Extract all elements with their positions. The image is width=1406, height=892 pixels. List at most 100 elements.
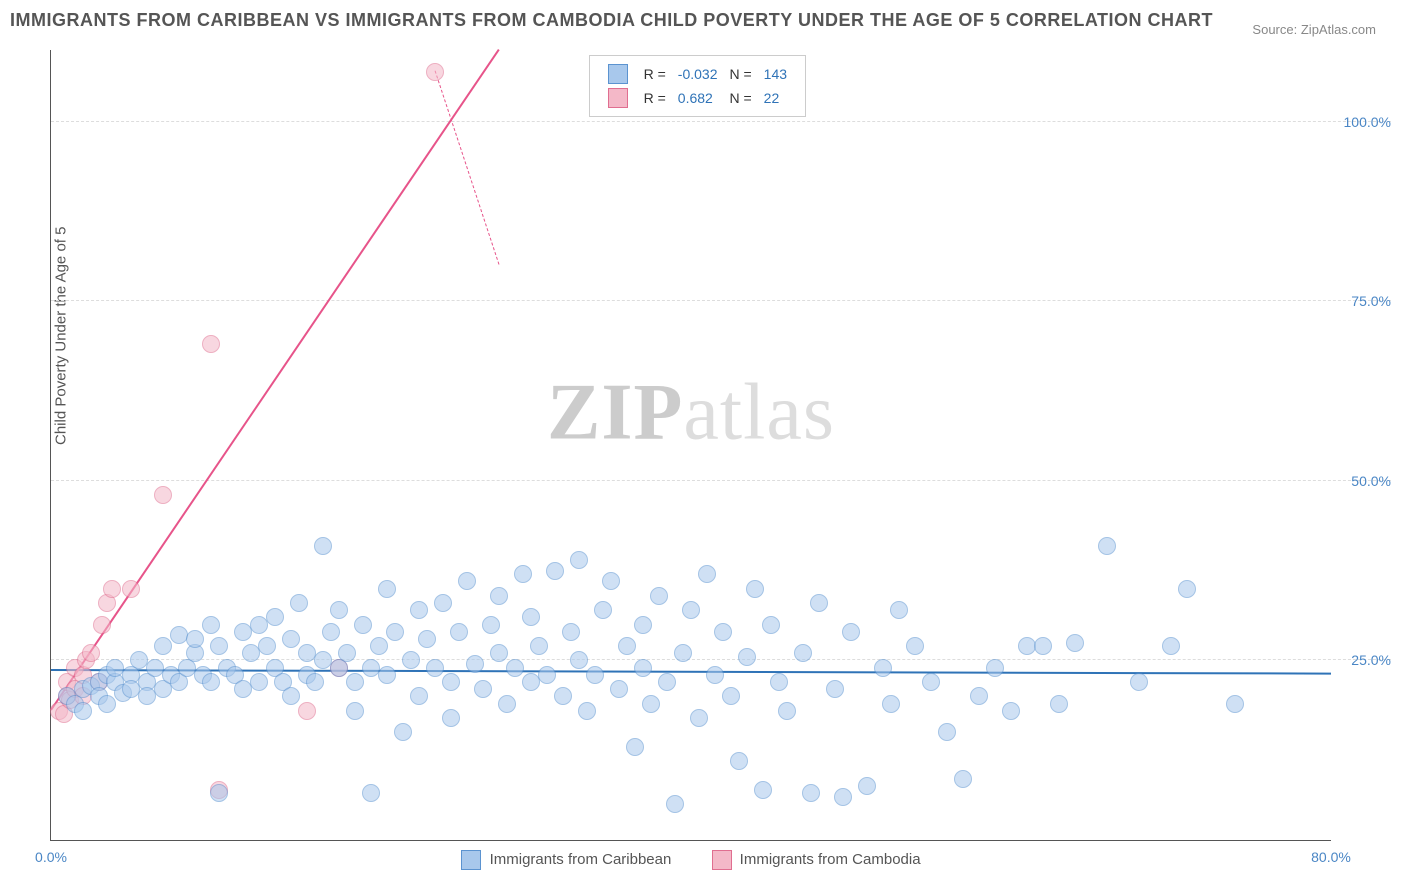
data-point-caribbean bbox=[626, 738, 644, 756]
data-point-caribbean bbox=[634, 616, 652, 634]
r-value-caribbean: -0.032 bbox=[672, 62, 724, 86]
data-point-caribbean bbox=[258, 637, 276, 655]
data-point-caribbean bbox=[954, 770, 972, 788]
data-point-caribbean bbox=[418, 630, 436, 648]
data-point-caribbean bbox=[1050, 695, 1068, 713]
data-point-caribbean bbox=[1130, 673, 1148, 691]
data-point-caribbean bbox=[810, 594, 828, 612]
data-point-caribbean bbox=[610, 680, 628, 698]
data-point-caribbean bbox=[370, 637, 388, 655]
data-point-caribbean bbox=[538, 666, 556, 684]
data-point-caribbean bbox=[858, 777, 876, 795]
n-value-caribbean: 143 bbox=[758, 62, 793, 86]
data-point-caribbean bbox=[874, 659, 892, 677]
legend-swatch-caribbean bbox=[461, 850, 481, 870]
data-point-caribbean bbox=[202, 673, 220, 691]
data-point-cambodia bbox=[93, 616, 111, 634]
data-point-caribbean bbox=[154, 637, 172, 655]
data-point-caribbean bbox=[690, 709, 708, 727]
data-point-caribbean bbox=[1178, 580, 1196, 598]
data-point-caribbean bbox=[618, 637, 636, 655]
swatch-cambodia bbox=[608, 88, 628, 108]
data-point-caribbean bbox=[1162, 637, 1180, 655]
data-point-caribbean bbox=[1066, 634, 1084, 652]
data-point-caribbean bbox=[770, 673, 788, 691]
data-point-caribbean bbox=[186, 630, 204, 648]
legend-swatch-cambodia bbox=[712, 850, 732, 870]
r-value-cambodia: 0.682 bbox=[672, 86, 724, 110]
correlation-stats-box: R = -0.032 N = 143 R = 0.682 N = 22 bbox=[589, 55, 806, 117]
data-point-caribbean bbox=[602, 572, 620, 590]
data-point-caribbean bbox=[490, 644, 508, 662]
data-point-caribbean bbox=[530, 637, 548, 655]
data-point-caribbean bbox=[210, 637, 228, 655]
data-point-caribbean bbox=[578, 702, 596, 720]
n-value-cambodia: 22 bbox=[758, 86, 793, 110]
data-point-caribbean bbox=[290, 594, 308, 612]
data-point-caribbean bbox=[658, 673, 676, 691]
chart-title: IMMIGRANTS FROM CARIBBEAN VS IMMIGRANTS … bbox=[10, 10, 1213, 30]
y-tick-label: 50.0% bbox=[1336, 473, 1391, 489]
data-point-caribbean bbox=[570, 551, 588, 569]
data-point-caribbean bbox=[378, 666, 396, 684]
data-point-caribbean bbox=[746, 580, 764, 598]
data-point-caribbean bbox=[906, 637, 924, 655]
data-point-caribbean bbox=[586, 666, 604, 684]
data-point-caribbean bbox=[394, 723, 412, 741]
data-point-caribbean bbox=[282, 687, 300, 705]
data-point-caribbean bbox=[330, 601, 348, 619]
data-point-caribbean bbox=[402, 651, 420, 669]
data-point-caribbean bbox=[450, 623, 468, 641]
data-point-caribbean bbox=[730, 752, 748, 770]
data-point-caribbean bbox=[170, 626, 188, 644]
data-point-caribbean bbox=[1002, 702, 1020, 720]
data-point-caribbean bbox=[650, 587, 668, 605]
data-point-cambodia bbox=[202, 335, 220, 353]
x-tick-label: 80.0% bbox=[1311, 849, 1351, 865]
data-point-caribbean bbox=[794, 644, 812, 662]
data-point-caribbean bbox=[498, 695, 516, 713]
data-point-caribbean bbox=[322, 623, 340, 641]
y-tick-label: 75.0% bbox=[1336, 293, 1391, 309]
data-point-caribbean bbox=[306, 673, 324, 691]
data-point-caribbean bbox=[250, 673, 268, 691]
data-point-caribbean bbox=[98, 695, 116, 713]
data-point-caribbean bbox=[202, 616, 220, 634]
data-point-caribbean bbox=[346, 702, 364, 720]
data-point-caribbean bbox=[522, 608, 540, 626]
legend-item-caribbean: Immigrants from Caribbean bbox=[461, 850, 671, 870]
data-point-caribbean bbox=[490, 587, 508, 605]
data-point-caribbean bbox=[1226, 695, 1244, 713]
data-point-caribbean bbox=[570, 651, 588, 669]
data-point-caribbean bbox=[826, 680, 844, 698]
data-point-caribbean bbox=[970, 687, 988, 705]
scatter-plot: ZIPatlas Child Poverty Under the Age of … bbox=[50, 50, 1331, 841]
data-point-caribbean bbox=[210, 784, 228, 802]
bottom-legend: Immigrants from Caribbean Immigrants fro… bbox=[51, 850, 1331, 870]
data-point-caribbean bbox=[802, 784, 820, 802]
data-point-caribbean bbox=[922, 673, 940, 691]
data-point-caribbean bbox=[506, 659, 524, 677]
data-point-caribbean bbox=[514, 565, 532, 583]
data-point-caribbean bbox=[594, 601, 612, 619]
data-point-caribbean bbox=[834, 788, 852, 806]
stats-row-cambodia: R = 0.682 N = 22 bbox=[602, 86, 793, 110]
data-point-caribbean bbox=[362, 784, 380, 802]
data-point-caribbean bbox=[266, 608, 284, 626]
data-point-caribbean bbox=[722, 687, 740, 705]
data-point-caribbean bbox=[762, 616, 780, 634]
data-point-caribbean bbox=[410, 601, 428, 619]
legend-item-cambodia: Immigrants from Cambodia bbox=[712, 850, 921, 870]
data-point-cambodia bbox=[426, 63, 444, 81]
data-point-caribbean bbox=[546, 562, 564, 580]
y-axis-label: Child Poverty Under the Age of 5 bbox=[53, 227, 70, 445]
data-point-caribbean bbox=[682, 601, 700, 619]
data-point-caribbean bbox=[674, 644, 692, 662]
data-point-caribbean bbox=[386, 623, 404, 641]
data-point-cambodia bbox=[122, 580, 140, 598]
watermark: ZIPatlas bbox=[547, 368, 835, 459]
data-point-caribbean bbox=[890, 601, 908, 619]
data-point-caribbean bbox=[354, 616, 372, 634]
data-point-caribbean bbox=[426, 659, 444, 677]
data-point-caribbean bbox=[706, 666, 724, 684]
